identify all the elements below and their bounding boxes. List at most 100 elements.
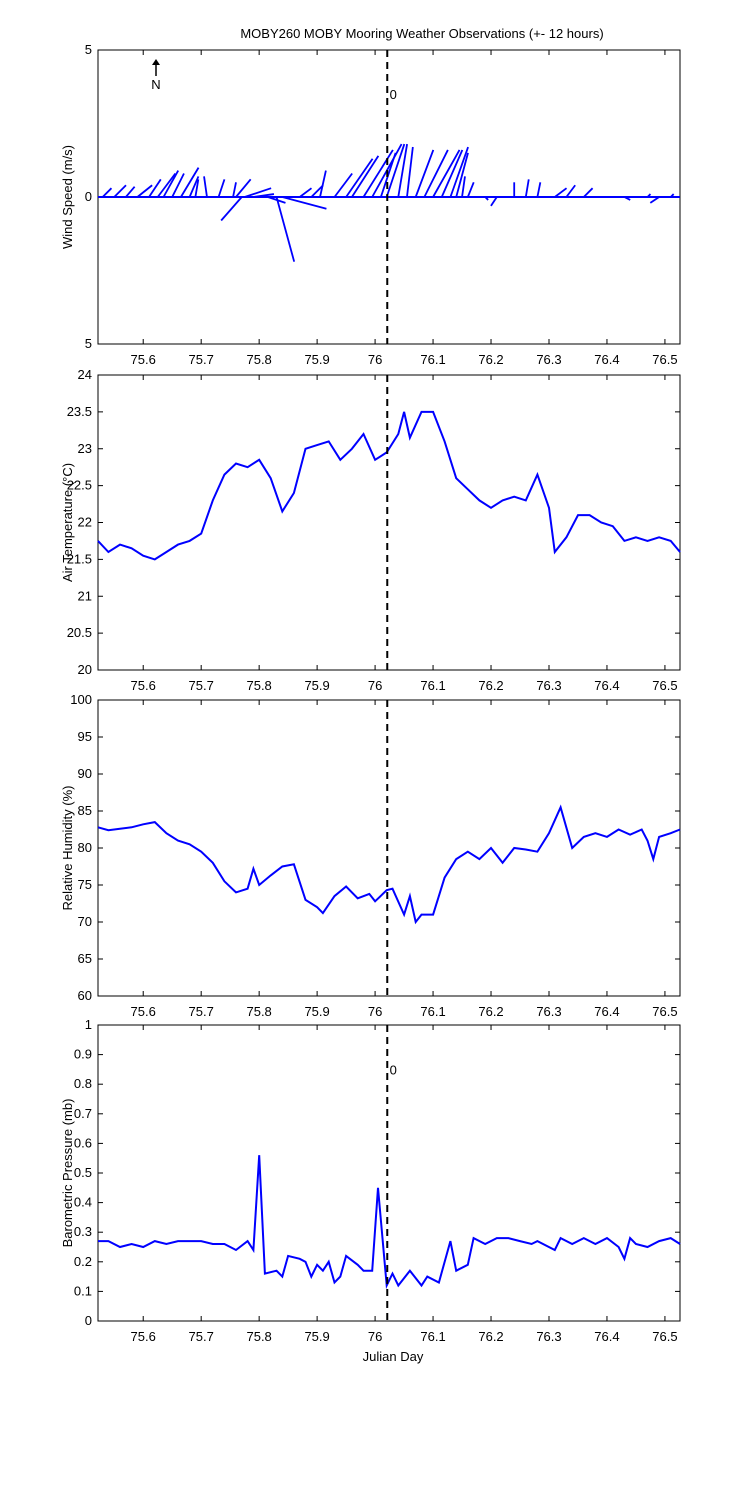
wind-stick [414, 149, 435, 198]
wind-stick [102, 187, 113, 198]
wind-stick [649, 196, 660, 204]
x-tick-label: 75.8 [246, 678, 271, 693]
x-tick-label: 76.5 [652, 678, 677, 693]
x-tick-label: 75.7 [189, 1329, 214, 1344]
x-tick-label: 76.3 [536, 352, 561, 367]
x-tick-label: 76.5 [652, 1329, 677, 1344]
wind-stick [362, 149, 394, 198]
y-tick-label: 0.5 [74, 1165, 92, 1180]
y-tick-label: 22 [78, 515, 92, 530]
wind-stick [467, 181, 475, 198]
x-tick-label: 76.1 [420, 352, 445, 367]
wind-stick [623, 196, 631, 201]
x-tick-label: 76 [368, 1004, 382, 1019]
y-axis-label: Wind Speed (m/s) [60, 145, 75, 249]
y-tick-label: 22.5 [67, 478, 92, 493]
x-tick-label: 75.6 [131, 1329, 156, 1344]
x-tick-label: 76.4 [594, 352, 619, 367]
y-tick-label: 21.5 [67, 551, 92, 566]
wind-stick [319, 170, 327, 198]
annotation: 0 [390, 1062, 397, 1077]
wind-stick [490, 196, 498, 207]
wind-stick [536, 182, 542, 198]
x-tick-label: 75.8 [246, 1329, 271, 1344]
y-tick-label: 5 [85, 336, 92, 351]
wind-stick [385, 143, 406, 198]
y-tick-label: 23 [78, 441, 92, 456]
wind-stick [125, 186, 136, 198]
y-tick-label: 0 [85, 189, 92, 204]
wind-stick [162, 170, 179, 198]
wind-stick [217, 179, 226, 198]
y-tick-label: 70 [78, 914, 92, 929]
y-tick-label: 0.4 [74, 1195, 92, 1210]
x-tick-label: 75.9 [304, 678, 329, 693]
y-tick-label: 85 [78, 803, 92, 818]
y-tick-label: 0.2 [74, 1254, 92, 1269]
x-tick-label: 76 [368, 1329, 382, 1344]
wind-stick [203, 176, 208, 198]
x-tick-label: 76.4 [594, 1004, 619, 1019]
x-tick-label: 76.5 [652, 352, 677, 367]
x-tick-label: 76.2 [478, 1329, 503, 1344]
y-tick-label: 0.8 [74, 1076, 92, 1091]
x-tick-label: 75.8 [246, 1004, 271, 1019]
x-tick-label: 76 [368, 678, 382, 693]
x-tick-label: 75.9 [304, 352, 329, 367]
wind-stick [583, 187, 594, 198]
x-axis-label: Julian Day [363, 1349, 424, 1364]
annotation: 0 [390, 87, 397, 102]
wind-stick [188, 176, 200, 198]
wind-stick [449, 146, 469, 198]
wind-stick [156, 172, 177, 198]
wind-stick [253, 193, 275, 198]
wind-stick [670, 193, 675, 198]
x-tick-label: 76.3 [536, 678, 561, 693]
x-tick-label: 76.5 [652, 1004, 677, 1019]
wind-stick [406, 146, 414, 198]
wind-stick [646, 193, 652, 198]
wind-stick [194, 179, 200, 198]
x-tick-label: 75.7 [189, 352, 214, 367]
wind-stick [554, 187, 568, 198]
y-tick-label: 0.6 [74, 1135, 92, 1150]
y-tick-label: 95 [78, 729, 92, 744]
y-tick-label: 0.1 [74, 1283, 92, 1298]
north-label: N [151, 77, 160, 92]
x-tick-label: 76.4 [594, 678, 619, 693]
wind-stick [171, 173, 185, 198]
wind-stick [232, 182, 237, 198]
wind-stick [440, 149, 464, 198]
y-tick-label: 0 [85, 1313, 92, 1328]
y-tick-label: 1 [85, 1017, 92, 1032]
y-tick-label: 21 [78, 588, 92, 603]
x-tick-label: 75.9 [304, 1004, 329, 1019]
y-tick-label: 20 [78, 662, 92, 677]
y-tick-label: 65 [78, 951, 92, 966]
x-tick-label: 76.4 [594, 1329, 619, 1344]
y-tick-label: 100 [70, 692, 92, 707]
wind-stick [524, 179, 530, 198]
wind-stick [136, 184, 153, 198]
data-line [97, 410, 681, 561]
y-tick-label: 80 [78, 840, 92, 855]
wind-stick [423, 149, 449, 198]
x-tick-label: 75.9 [304, 1329, 329, 1344]
x-tick-label: 76.3 [536, 1004, 561, 1019]
y-axis-label: Relative Humidity (%) [60, 786, 75, 911]
wind-stick [397, 143, 408, 198]
north-arrow-head [152, 59, 160, 65]
x-tick-label: 76.2 [478, 352, 503, 367]
wind-stick [432, 149, 461, 198]
y-tick-label: 20.5 [67, 625, 92, 640]
wind-stick [351, 155, 380, 198]
y-tick-label: 75 [78, 877, 92, 892]
wind-stick [235, 178, 252, 198]
x-tick-label: 76.2 [478, 678, 503, 693]
x-tick-label: 76.1 [420, 1004, 445, 1019]
wind-stick [180, 167, 200, 198]
y-tick-label: 5 [85, 42, 92, 57]
wind-stick [565, 184, 576, 198]
